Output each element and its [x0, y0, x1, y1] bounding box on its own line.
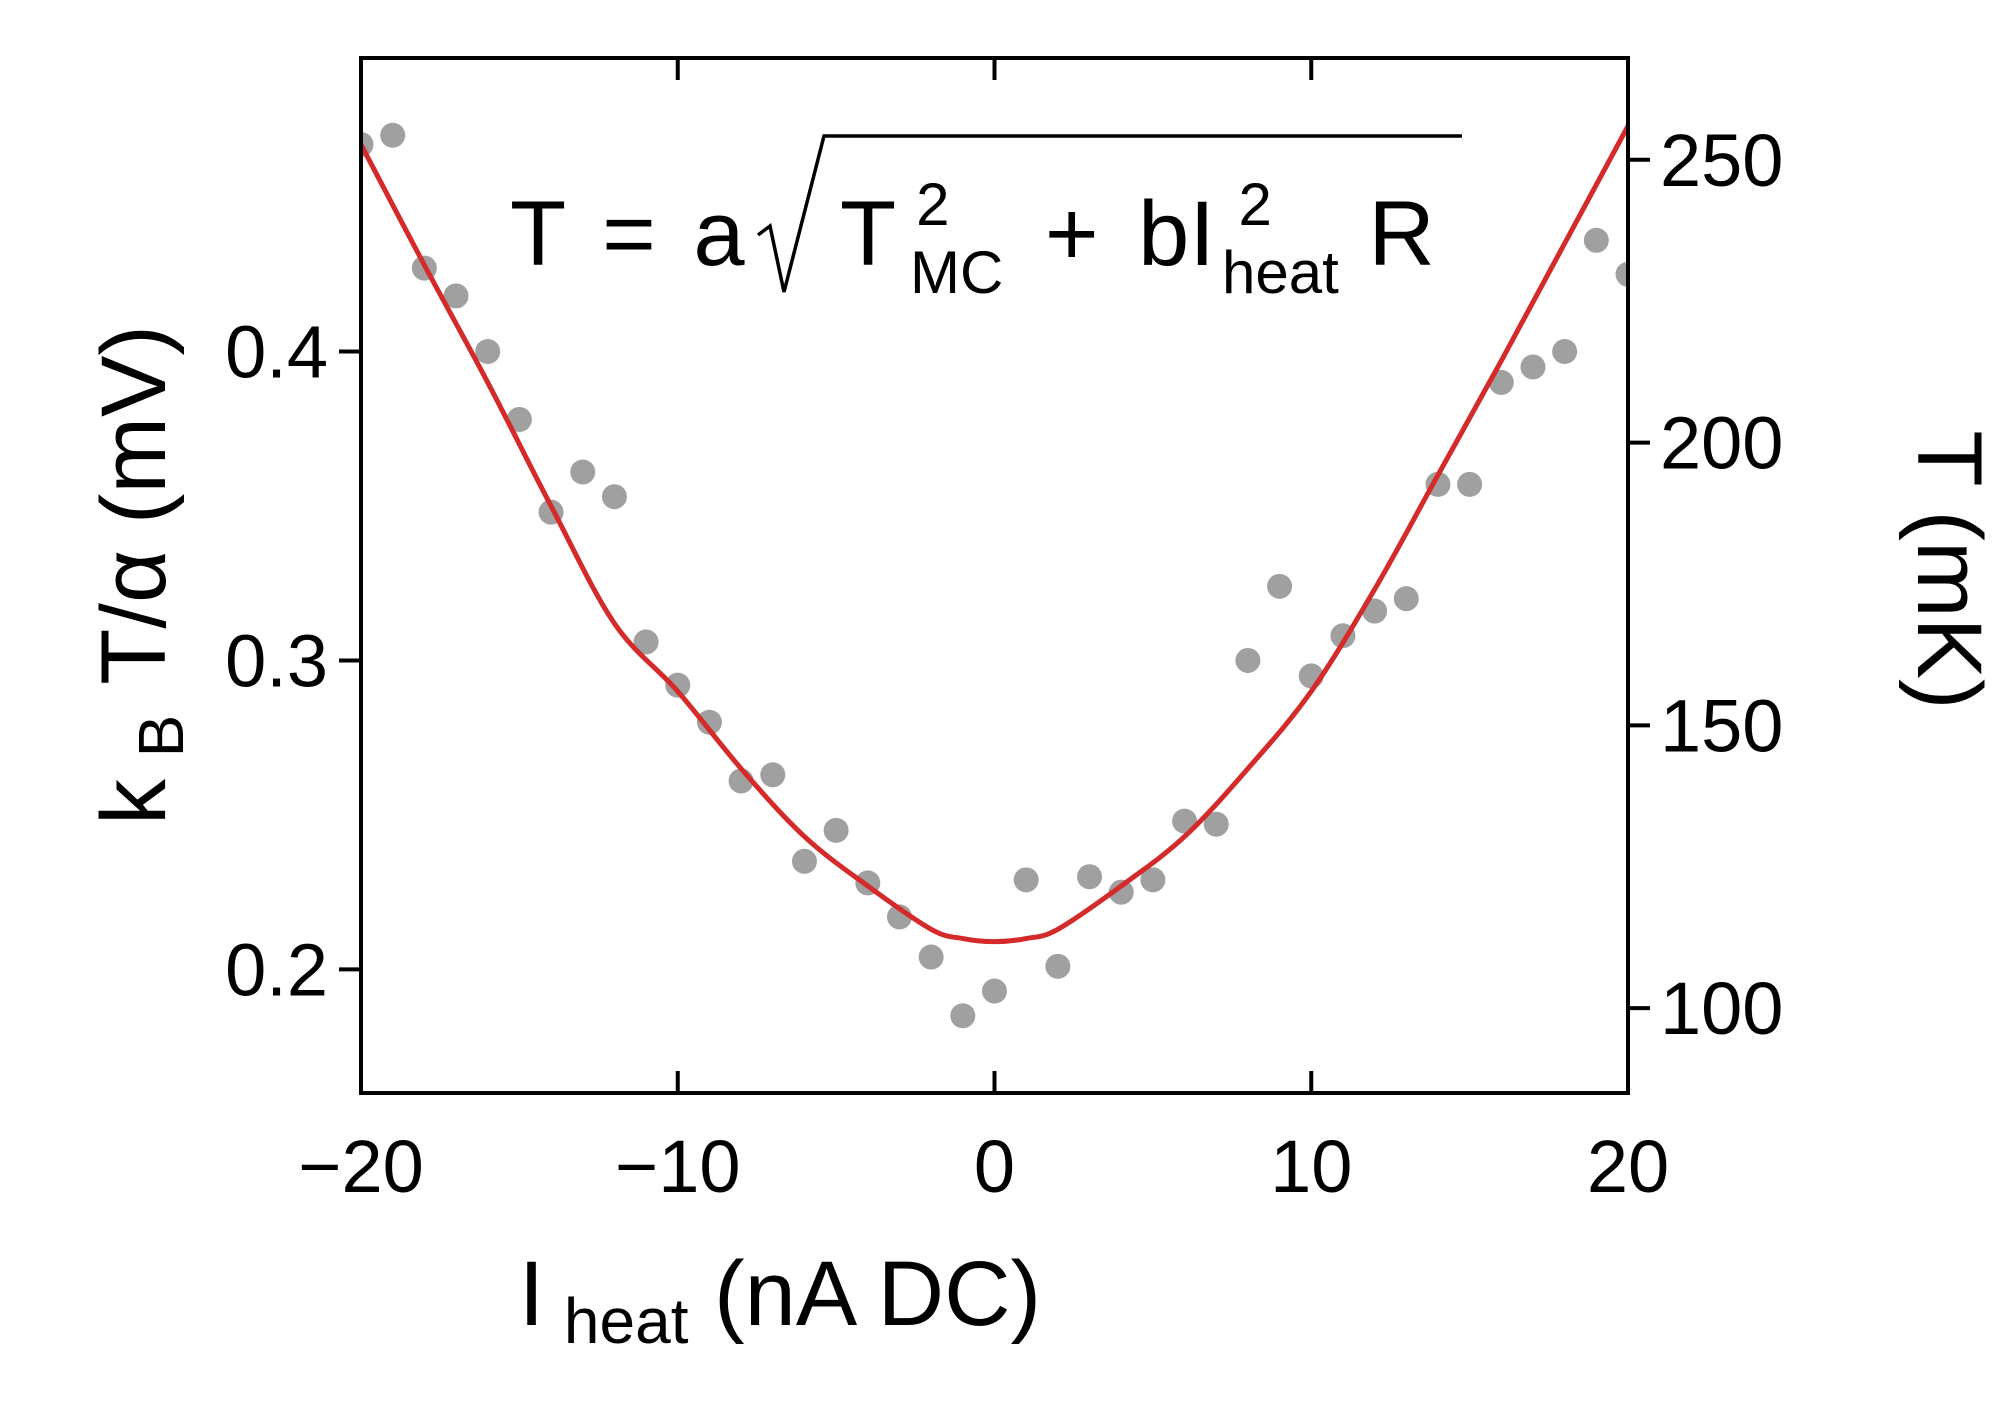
- y-tick-label: 0.2: [225, 928, 328, 1011]
- formula-t: T: [840, 183, 895, 285]
- data-point: [665, 672, 691, 698]
- y-axis-label-sub: B: [125, 715, 197, 758]
- x-axis-label: I heat (nA DC): [519, 1243, 1041, 1363]
- data-point: [475, 339, 501, 365]
- data-point: [982, 978, 1007, 1004]
- y2-tick-label: 200: [1660, 402, 1783, 485]
- data-point: [1267, 573, 1293, 599]
- data-point: [1108, 879, 1134, 905]
- axis-ticks: −20 −10 0 10 20 0.2 0.3 0.4 100 150 200 250: [225, 58, 1783, 1208]
- data-point: [1615, 261, 1628, 287]
- x-axis-label-main: I: [519, 1243, 545, 1345]
- data-point: [696, 709, 722, 735]
- y-axis-label: k B T/α (mV): [83, 325, 203, 825]
- formula-i-sup: 2: [1238, 171, 1271, 238]
- data-point: [918, 944, 944, 970]
- formula-plus: +: [1045, 183, 1099, 285]
- y-axis-label-rest: T/α (mV): [83, 325, 185, 685]
- y-axis-label-main: k: [83, 778, 185, 825]
- data-point: [1457, 471, 1483, 497]
- data-point: [760, 762, 786, 788]
- data-point: [823, 817, 849, 843]
- data-point: [1393, 586, 1419, 612]
- x-tick-label: −10: [615, 1125, 741, 1208]
- x-axis-label-sub: heat: [564, 1285, 689, 1357]
- data-point: [1077, 864, 1103, 890]
- data-point: [791, 848, 817, 874]
- data-point: [1235, 647, 1261, 673]
- formula-r: R: [1368, 183, 1434, 285]
- data-point: [1583, 227, 1609, 253]
- y2-axis-label: T (mK): [1898, 430, 1999, 709]
- data-point: [601, 484, 627, 510]
- data-point: [1045, 953, 1071, 979]
- formula-radical: [756, 134, 1462, 293]
- y-tick-label: 0.4: [225, 311, 328, 394]
- fit-formula-radicand: T 2 MC + bI 2 heat R: [840, 143, 1435, 313]
- data-point: [1552, 339, 1578, 365]
- data-point: [380, 122, 406, 148]
- x-tick-label: 10: [1270, 1125, 1352, 1208]
- fit-formula: T = a: [510, 183, 745, 285]
- fit-line: [361, 124, 1628, 945]
- formula-t-sub: MC: [910, 239, 1003, 306]
- x-tick-label: 20: [1587, 1125, 1669, 1208]
- y-tick-label: 0.3: [225, 619, 328, 702]
- formula-b: bI: [1138, 183, 1215, 285]
- data-point: [506, 406, 532, 432]
- data-point: [633, 629, 659, 655]
- y2-tick-label: 150: [1660, 684, 1783, 767]
- data-point: [1013, 867, 1039, 893]
- data-point: [1140, 867, 1166, 893]
- x-axis-label-rest: (nA DC): [714, 1243, 1041, 1345]
- data-point: [1520, 354, 1546, 380]
- formula-equals: =: [602, 183, 656, 285]
- formula-a: a: [693, 183, 745, 285]
- formula-i-sub: heat: [1222, 239, 1339, 306]
- data-point: [443, 283, 469, 309]
- chart-marks: [361, 122, 1628, 1029]
- formula-lhs: T: [510, 183, 565, 285]
- y2-tick-label: 100: [1660, 967, 1783, 1050]
- x-tick-label: −20: [298, 1125, 424, 1208]
- formula-t-sup: 2: [916, 171, 949, 238]
- x-tick-label: 0: [974, 1125, 1015, 1208]
- y2-tick-label: 250: [1660, 119, 1783, 202]
- data-point: [950, 1003, 976, 1029]
- data-point: [570, 459, 596, 485]
- data-point: [1203, 811, 1229, 837]
